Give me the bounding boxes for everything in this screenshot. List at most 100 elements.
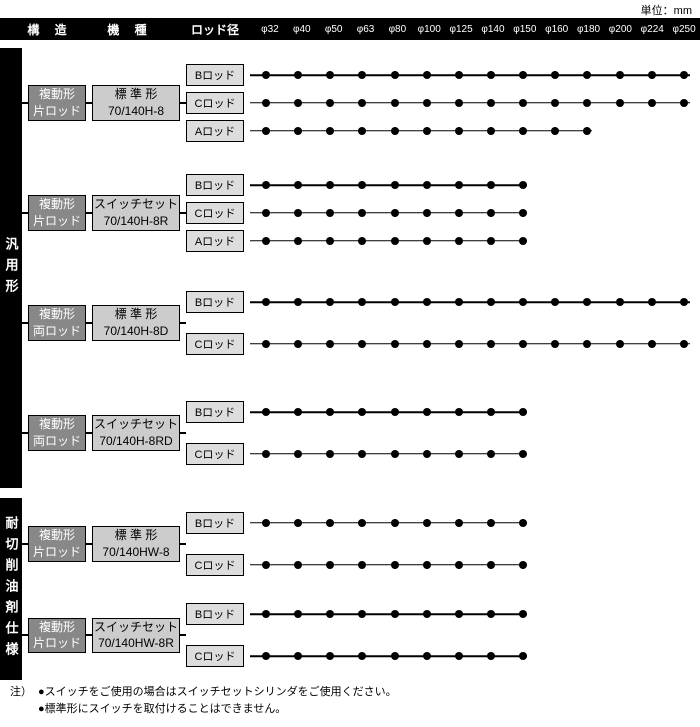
dot-icon [391,209,399,217]
dot-icon [519,71,527,79]
dot-slot [346,237,378,245]
dot-slot [636,298,668,306]
dot-icon [294,71,302,79]
dot-slot [250,450,282,458]
rod-row: Cロッド [186,332,700,356]
dot-slot [539,237,571,245]
rod-row: Aロッド [186,119,700,143]
dot-icon [391,561,399,569]
dot-icon [358,237,366,245]
dot-slot [668,450,700,458]
dot-icon [616,99,624,107]
dot-icon [326,99,334,107]
rod-label: Bロッド [186,603,244,625]
dot-slot [314,561,346,569]
dot-icon [358,209,366,217]
dot-icon [326,71,334,79]
dot-icon [391,71,399,79]
dot-slot [250,237,282,245]
dot-slot [250,71,282,79]
dot-slot [475,340,507,348]
struct-box: 複動形両ロッド [28,415,86,451]
dot-icon [519,340,527,348]
dot-icon [455,298,463,306]
dot-slot [475,652,507,660]
dot-icon [326,127,334,135]
dot-icon [551,340,559,348]
dot-slot [443,127,475,135]
dot-icon [455,561,463,569]
dot-icon [519,209,527,217]
dot-slot [379,71,411,79]
dot-slot [314,237,346,245]
dot-icon [648,71,656,79]
dot-slot [507,561,539,569]
dot-slot [507,71,539,79]
dot-icon [294,340,302,348]
dot-slot [507,519,539,527]
dot-icon [455,610,463,618]
dot-slot [571,519,603,527]
dot-slot [571,610,603,618]
dot-icon [583,99,591,107]
dot-icon [262,127,270,135]
dot-slot [443,519,475,527]
rod-label: Cロッド [186,333,244,355]
dot-slot [475,181,507,189]
hdr-diameter: φ140 [477,24,509,35]
dot-icon [326,298,334,306]
dot-icon [294,652,302,660]
dot-slot [668,181,700,189]
model-box: スイッチセット70/140HW-8R [92,618,180,654]
dots-area [244,332,700,356]
dot-icon [294,298,302,306]
dot-slot [411,652,443,660]
dot-icon [519,408,527,416]
dot-slot [314,209,346,217]
dot-slot [411,237,443,245]
dot-slot [443,71,475,79]
hdr-diameter: φ224 [636,24,668,35]
hdr-diameters: φ32φ40φ50φ63φ80φ100φ125φ140φ150φ160φ180φ… [250,24,700,35]
dot-slot [314,519,346,527]
rod-row: Cロッド [186,553,700,577]
dot-icon [358,181,366,189]
dot-icon [262,99,270,107]
dot-slot [507,340,539,348]
dot-slot [604,71,636,79]
dot-icon [551,99,559,107]
dot-icon [487,181,495,189]
dots [250,181,700,189]
dot-icon [326,610,334,618]
rod-label: Bロッド [186,291,244,313]
dot-slot [475,450,507,458]
dot-icon [326,237,334,245]
dots-area [244,400,700,424]
hdr-diameter: φ250 [668,24,700,35]
dot-icon [487,340,495,348]
dot-slot [314,298,346,306]
dot-slot [379,519,411,527]
dot-slot [411,340,443,348]
group-block: 複動形両ロッドスイッチセット70/140H-8RDBロッドCロッド [22,387,700,479]
dot-slot [475,209,507,217]
dot-slot [282,181,314,189]
dot-icon [455,450,463,458]
model-box: 標 準 形70/140H-8 [92,85,180,121]
notes: 注）●スイッチをご使用の場合はスイッチセットシリンダをご使用ください。 ●標準形… [0,680,700,727]
dot-icon [616,298,624,306]
dot-slot [571,99,603,107]
dot-slot [314,652,346,660]
dot-slot [539,652,571,660]
dot-icon [680,71,688,79]
dot-slot [282,561,314,569]
dots-area [244,229,700,253]
dot-icon [519,652,527,660]
dot-slot [443,237,475,245]
dot-slot [475,71,507,79]
dot-icon [455,340,463,348]
dot-slot [282,209,314,217]
dot-icon [487,209,495,217]
dots-area [244,119,700,143]
dot-slot [411,127,443,135]
